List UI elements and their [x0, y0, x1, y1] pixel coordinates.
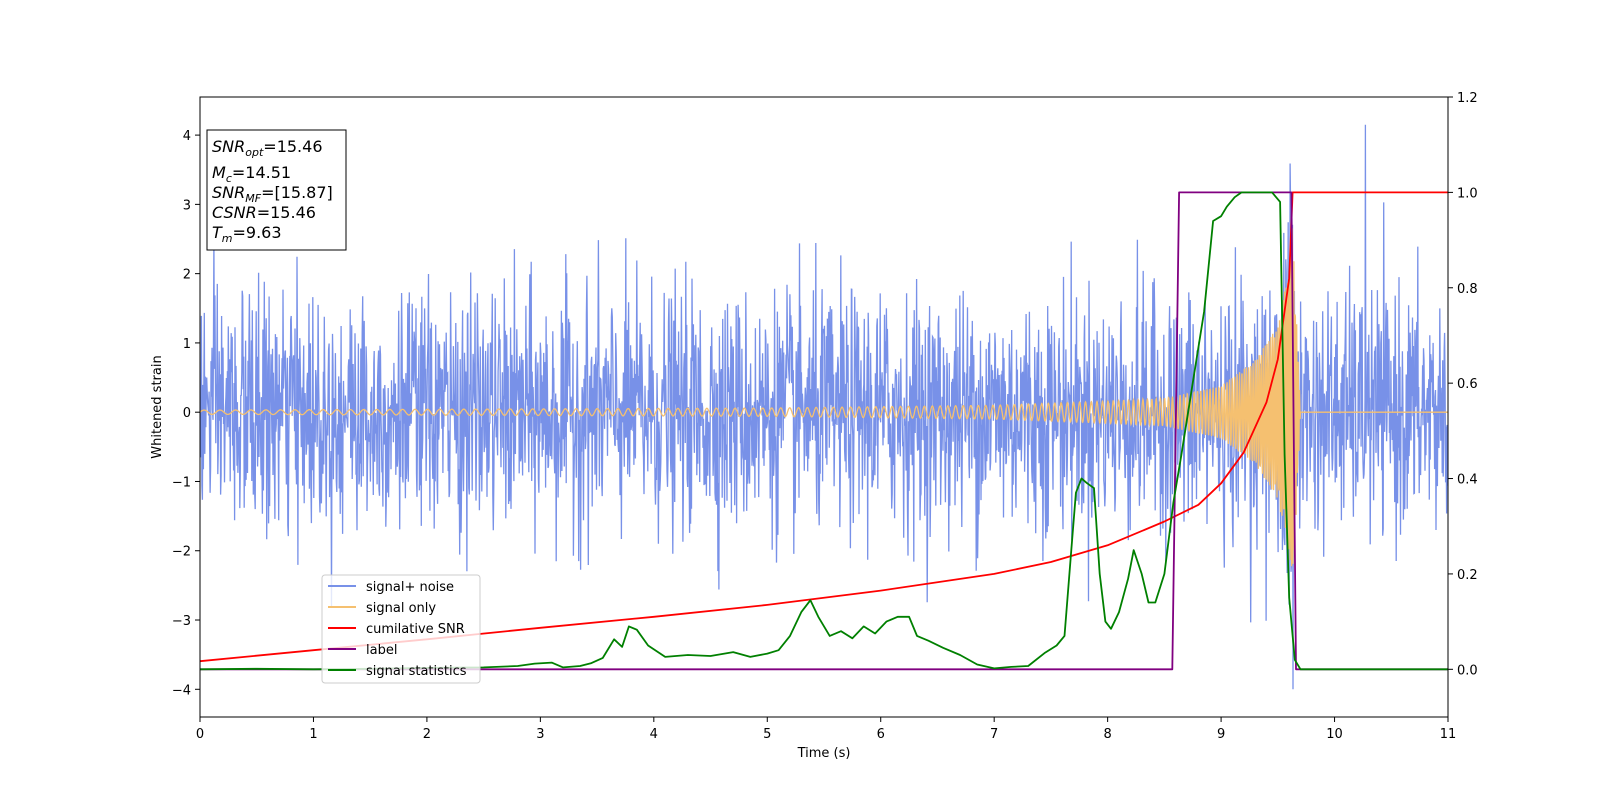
y-right-tick-label: 1.0 — [1457, 186, 1478, 201]
y-right-tick-label: 1.2 — [1457, 91, 1478, 106]
info-tm: Tm=9.63 — [212, 223, 282, 245]
info-snr-mf-label: SNR — [212, 183, 245, 202]
info-mc-value: =14.51 — [232, 163, 291, 182]
y-left-tick-label: −4 — [172, 683, 191, 698]
info-snr-mf: SNRMF=[15.87] — [212, 183, 333, 205]
info-snr-mf-sub: MF — [245, 192, 261, 205]
x-tick-label: 8 — [1103, 727, 1111, 742]
info-tm-value: =9.63 — [233, 223, 282, 242]
y-left-tick-label: −3 — [172, 614, 191, 629]
x-tick-label: 4 — [650, 727, 658, 742]
y-right-tick-label: 0.2 — [1457, 568, 1478, 583]
x-tick-label: 7 — [990, 727, 998, 742]
info-snr-opt-label: SNR — [212, 137, 245, 156]
info-snr-opt-sub: opt — [245, 146, 264, 159]
series-group — [200, 124, 1448, 690]
info-tm-sub: m — [222, 232, 233, 245]
series-signal-statistics — [200, 191, 1448, 671]
y-left-tick-label: 2 — [183, 268, 191, 283]
info-snr-mf-value: =[15.87] — [261, 183, 333, 202]
legend-label-signal-only: signal only — [366, 601, 436, 616]
x-tick-label: 3 — [536, 727, 544, 742]
info-mc-sub: c — [226, 172, 232, 185]
info-tm-label: T — [212, 223, 223, 242]
y-left-tick-label: 0 — [183, 406, 191, 421]
axes: 0 1 2 3 4 5 6 7 8 9 10 11 −4 −3 −2 −1 0 1 2 3 4 0.0 0.2 0.4 0.6 0… — [172, 91, 1478, 742]
y-right-tick-label: 0.8 — [1457, 282, 1478, 297]
axes-frame — [199, 96, 1449, 718]
y-left-tick-label: −1 — [172, 475, 191, 490]
legend-label-label: label — [366, 643, 397, 658]
info-mc: Mc=14.51 — [212, 163, 291, 185]
y-left-tick-label: −2 — [172, 545, 191, 560]
info-csnr-value: =15.46 — [257, 203, 316, 222]
legend-label-signal-noise: signal+ noise — [366, 580, 454, 595]
y-right-tick-label: 0.4 — [1457, 473, 1478, 488]
y-right-tick-label: 0.0 — [1457, 663, 1478, 678]
x-axis-label: Time (s) — [797, 746, 851, 761]
y-left-tick-label: 1 — [183, 337, 191, 352]
y-left-tick-label: 3 — [183, 198, 191, 213]
x-tick-label: 0 — [196, 727, 204, 742]
legend-label-signal-statistics: signal statistics — [366, 664, 467, 679]
plot-area — [200, 124, 1448, 690]
y-left-tick-label: 4 — [183, 129, 191, 144]
info-snr-opt-value: =15.46 — [263, 137, 322, 156]
legend: signal+ noise signal only cumilative SNR… — [321, 574, 481, 684]
x-tick-label: 2 — [423, 727, 431, 742]
info-csnr-label: CSNR — [212, 203, 257, 222]
legend-label-cumulative-snr: cumilative SNR — [366, 622, 465, 637]
x-tick-label: 10 — [1326, 727, 1343, 742]
y-right-tick-label: 0.6 — [1457, 377, 1478, 392]
legend-frame — [321, 574, 481, 684]
info-box-frame — [206, 129, 347, 251]
x-tick-label: 9 — [1217, 727, 1225, 742]
info-mc-label: M — [212, 163, 226, 182]
info-csnr: CSNR=15.46 — [212, 203, 316, 222]
info-box: SNRopt=15.46 Mc=14.51 SNRMF=[15.87] CSNR… — [206, 129, 347, 251]
x-tick-label: 6 — [877, 727, 885, 742]
x-tick-label: 11 — [1440, 727, 1457, 742]
series-cumilative-snr — [200, 191, 1448, 663]
x-tick-label: 1 — [309, 727, 317, 742]
x-tick-label: 5 — [763, 727, 771, 742]
y-axis-label: Whitened strain — [150, 355, 165, 458]
info-snr-opt: SNRopt=15.46 — [212, 137, 323, 159]
series-signal-only — [200, 228, 1448, 567]
